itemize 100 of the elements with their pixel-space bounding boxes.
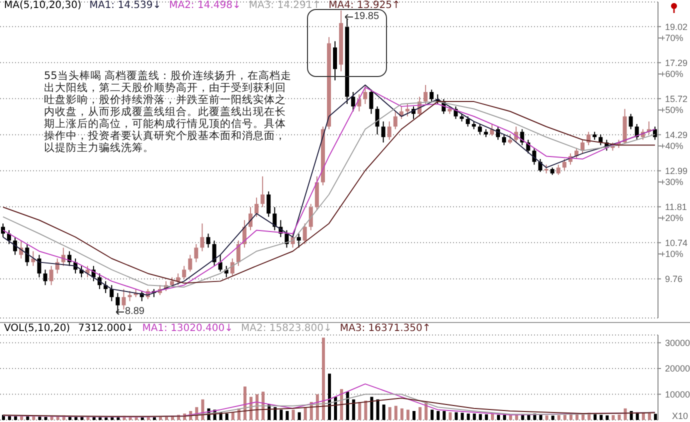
- candlestick: [43, 269, 48, 286]
- candlestick: [188, 254, 192, 272]
- candlestick: [266, 190, 271, 218]
- candlestick: [424, 84, 428, 104]
- y-tick-label: 30000: [665, 338, 690, 348]
- bar: [418, 407, 422, 420]
- bar: [497, 414, 500, 420]
- bar: [406, 410, 410, 420]
- candlestick: [37, 254, 42, 278]
- bar: [358, 402, 362, 420]
- bar: [280, 410, 283, 420]
- candlestick: [598, 134, 603, 146]
- text: MA3: 14.291↑: [248, 0, 321, 11]
- y-tick-label: 19.02: [665, 22, 688, 32]
- bar: [563, 414, 566, 420]
- candlestick: [430, 89, 434, 102]
- bar: [346, 392, 350, 420]
- bar: [400, 408, 404, 420]
- candlestick: [381, 120, 386, 143]
- y-tick-label: 10.74: [665, 238, 688, 248]
- bar: [322, 338, 325, 420]
- candlestick: [236, 240, 240, 266]
- text: MA2: 15823.800↓: [241, 323, 332, 334]
- bar: [484, 414, 488, 420]
- bar: [304, 407, 307, 420]
- bar: [243, 386, 246, 420]
- text: MA3: 16371.350↑: [340, 323, 431, 334]
- candlestick: [375, 106, 380, 135]
- bar: [545, 415, 548, 420]
- candlestick: [502, 134, 506, 146]
- bar: [569, 414, 572, 420]
- candlestick: [490, 124, 494, 136]
- candlestick: [128, 290, 132, 302]
- y2-tick-label: +70%: [660, 33, 684, 44]
- bar: [152, 417, 156, 420]
- text: 7312.000↓: [78, 323, 134, 334]
- bar: [140, 417, 144, 420]
- bar: [388, 407, 392, 420]
- bar: [490, 414, 494, 420]
- y-tick-label: 10000: [665, 389, 690, 400]
- y-tick-label: 20000: [665, 364, 690, 374]
- bar: [382, 404, 386, 420]
- candlestick: [508, 134, 512, 144]
- candlestick: [49, 265, 54, 286]
- candlestick: [478, 124, 482, 135]
- annotation: 19.85: [354, 11, 380, 22]
- bar: [328, 374, 331, 420]
- bar: [104, 417, 108, 420]
- bar: [370, 396, 374, 420]
- bar: [436, 410, 440, 420]
- bar: [274, 407, 277, 420]
- candlestick: [634, 124, 639, 140]
- bar: [26, 416, 30, 420]
- bar: [648, 413, 651, 420]
- candlestick: [363, 84, 368, 104]
- annotation: 55当头棒喝 高档覆盖线：股价连续扬升，在高档走出大阳线，第二天股价顺势高开，由于受到获利回吐盘影响，股价持续滑落，并跌至前一阳线实体之内收盘，从而形成覆盖线组合。此覆盖线出现在长期上涨后的高位，可能构成行情见顶的信号。具体操作中，投资者要认真研究个股基本面和消息面，以提防主力骗线洗筹。: [44, 70, 293, 154]
- candlestick: [254, 197, 259, 218]
- candlestick: [122, 288, 126, 310]
- candlestick: [556, 164, 560, 176]
- candlestick: [466, 116, 470, 128]
- bar: [478, 414, 482, 420]
- candlestick: [272, 206, 277, 231]
- bar: [466, 414, 470, 420]
- bar: [352, 399, 356, 420]
- candlestick: [562, 158, 566, 171]
- candlestick: [182, 265, 186, 280]
- candlestick: [308, 203, 313, 231]
- y2-tick-label: +10%: [660, 249, 684, 260]
- bar: [521, 414, 524, 420]
- candlestick: [200, 222, 204, 252]
- bar: [292, 410, 295, 420]
- y-tick-label: 14.29: [665, 130, 688, 140]
- candlestick: [532, 147, 536, 166]
- candlestick: [206, 233, 210, 248]
- y-tick-label: 17.29: [665, 58, 688, 68]
- bar: [460, 412, 464, 420]
- y-tick-label: 9.76: [665, 274, 683, 284]
- candlestick: [369, 89, 374, 114]
- text: X10: [672, 411, 688, 421]
- bar: [600, 414, 603, 420]
- bar: [430, 410, 434, 420]
- bar: [606, 415, 609, 420]
- candlestick: [25, 244, 30, 266]
- candlestick: [194, 244, 198, 263]
- y-tick-label: 15.72: [665, 94, 688, 104]
- bar: [503, 414, 506, 420]
- text: MA1: 14.539↓: [89, 0, 162, 11]
- candlestick: [110, 284, 114, 302]
- candlestick: [116, 292, 120, 315]
- bar: [654, 414, 657, 420]
- candlestick: [405, 103, 410, 117]
- bar: [364, 400, 368, 420]
- candlestick: [351, 91, 356, 112]
- y2-tick-label: +40%: [660, 141, 684, 152]
- line-series: [2, 398, 656, 417]
- y-tick-label: 11.81: [665, 202, 687, 212]
- candlestick: [248, 206, 253, 231]
- bar: [454, 412, 458, 420]
- candlestick: [580, 139, 585, 154]
- bar: [509, 415, 512, 420]
